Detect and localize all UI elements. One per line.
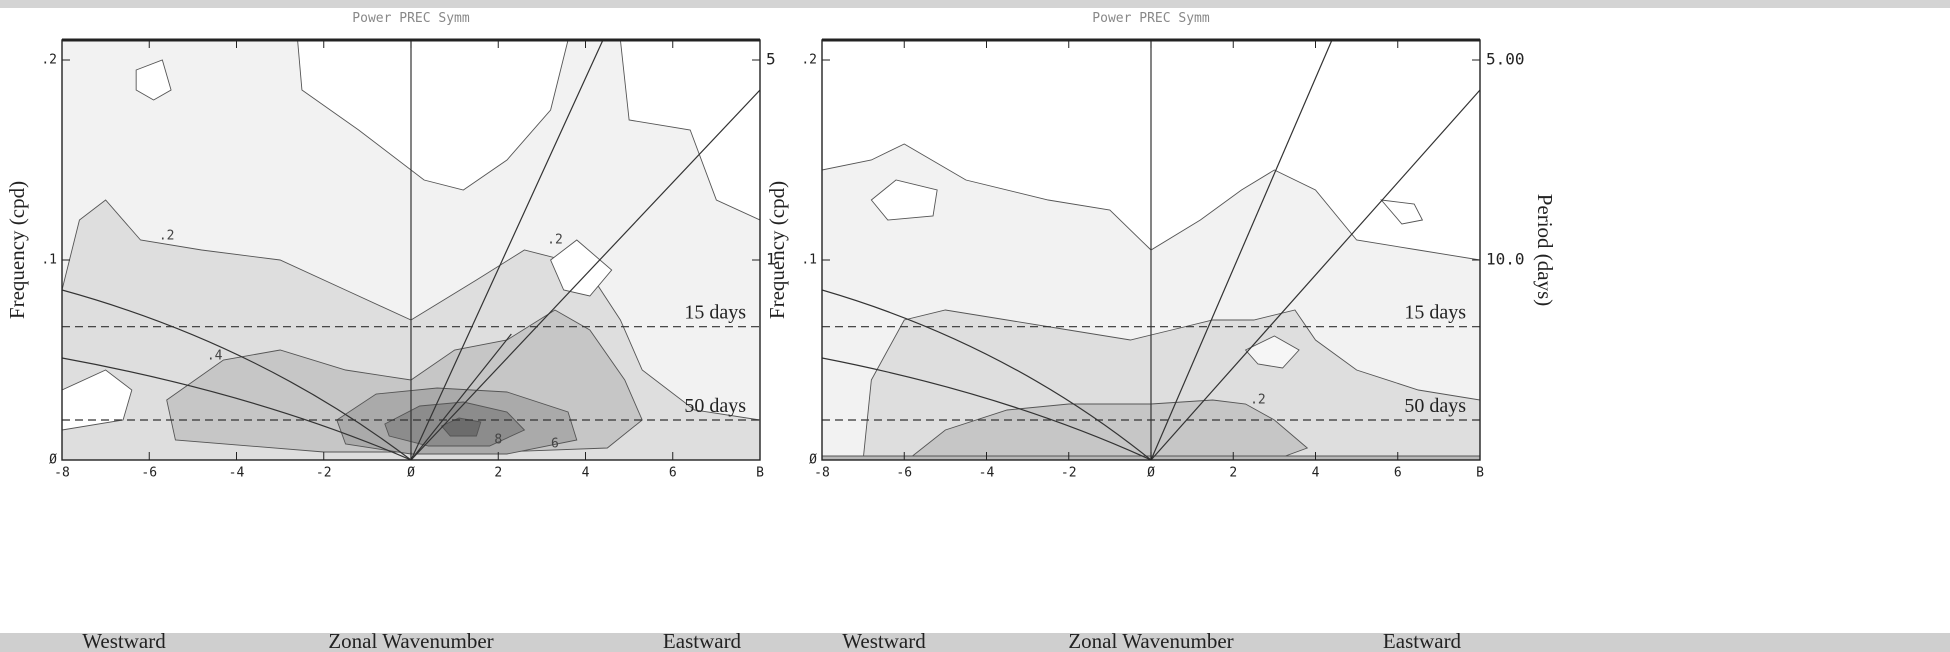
x-tick-label: 2: [494, 466, 502, 481]
panel: 15 days 50 days .2 -8 -6 -4 -2 Ø 2 4 6 B Ø .1 .2 5.00 10…: [765, 11, 1557, 652]
y-tick-label: .1: [801, 253, 817, 268]
contour-region: [550, 239, 613, 297]
rossby-curve: [822, 289, 1152, 460]
x-tick-label: -4: [979, 466, 995, 481]
reference-label: 15 days: [1404, 302, 1466, 324]
x-tick-label: 6: [1394, 466, 1402, 481]
reference-label: 15 days: [684, 302, 746, 324]
y2-tick-label: 5: [766, 50, 776, 69]
contour-region: [440, 417, 482, 437]
contour-region: [1244, 335, 1300, 369]
x-tick-label: -8: [54, 466, 70, 481]
contour-region: [297, 40, 569, 191]
contour-region: [62, 369, 133, 431]
contour-label: 8: [494, 433, 502, 448]
kelvin-line: [410, 89, 760, 460]
contour-label: 6: [551, 437, 559, 452]
y-tick-label: Ø: [809, 453, 817, 468]
contour-label: .2: [1250, 393, 1266, 408]
kelvin-line: [1150, 89, 1480, 460]
x-tick-label: 4: [582, 466, 590, 481]
contour-label: .2: [159, 229, 175, 244]
y-tick-label: .2: [41, 53, 57, 68]
contour-region: [870, 179, 938, 221]
x-tick-label: Ø: [407, 466, 415, 481]
x-tick-label: -2: [316, 466, 332, 481]
x-tick-label: -8: [814, 466, 830, 481]
contours: [62, 40, 760, 460]
y2-tick-label: 10.0: [1486, 250, 1525, 269]
x-tick-label: -6: [141, 466, 157, 481]
y-axis-label: Frequency (cpd): [765, 181, 789, 319]
x-tick-label: Ø: [1147, 466, 1155, 481]
y2-tick-label: 5.00: [1486, 50, 1525, 69]
y-tick-label: Ø: [49, 453, 57, 468]
x-label-right: Eastward: [663, 629, 742, 652]
rossby-curve: [822, 357, 1152, 460]
panel: 15 days 50 days .2 .2 .4 6 8 -8 -6 -4 -2 Ø 2 4 6 B Ø .1 .2…: [5, 11, 776, 652]
contour-region: [912, 399, 1309, 460]
rossby-curve: [62, 289, 412, 460]
chart-title: Power PREC Symm: [1092, 11, 1210, 26]
contour-label: .2: [547, 233, 563, 248]
contour-label: .4: [207, 349, 223, 364]
x-tick-label: 4: [1312, 466, 1320, 481]
reference-label: 50 days: [1404, 395, 1466, 417]
x-tick-label: B: [756, 466, 764, 481]
contour-region: [619, 40, 760, 221]
x-label-left: Westward: [82, 629, 166, 652]
contour-region: [1380, 199, 1424, 225]
top-strip: [0, 0, 1950, 8]
x-tick-label: 6: [669, 466, 677, 481]
y-tick-label: .2: [801, 53, 817, 68]
x-tick-label: -6: [896, 466, 912, 481]
y-tick-label: .1: [41, 253, 57, 268]
bottom-strip: [0, 633, 1950, 652]
kelvin-line: [410, 333, 512, 460]
x-tick-label: -2: [1061, 466, 1077, 481]
chart-title: Power PREC Symm: [352, 11, 470, 26]
y2-axis-label: Period (days): [1533, 194, 1557, 307]
x-tick-label: B: [1476, 466, 1484, 481]
x-axis-label: Zonal Wavenumber: [328, 629, 493, 652]
x-tick-label: -4: [229, 466, 245, 481]
x-label-right: Eastward: [1383, 629, 1462, 652]
x-axis-label: Zonal Wavenumber: [1068, 629, 1233, 652]
contour-region: [135, 59, 172, 101]
kelvin-line: [410, 40, 604, 460]
kelvin-line: [1150, 40, 1333, 460]
y2-tick-label: 1: [766, 250, 776, 269]
x-tick-label: 2: [1229, 466, 1237, 481]
rossby-curve: [62, 357, 412, 460]
reference-label: 50 days: [684, 395, 746, 417]
contours: [822, 40, 1480, 460]
y-axis-label: Frequency (cpd): [5, 181, 29, 319]
x-label-left: Westward: [842, 629, 926, 652]
